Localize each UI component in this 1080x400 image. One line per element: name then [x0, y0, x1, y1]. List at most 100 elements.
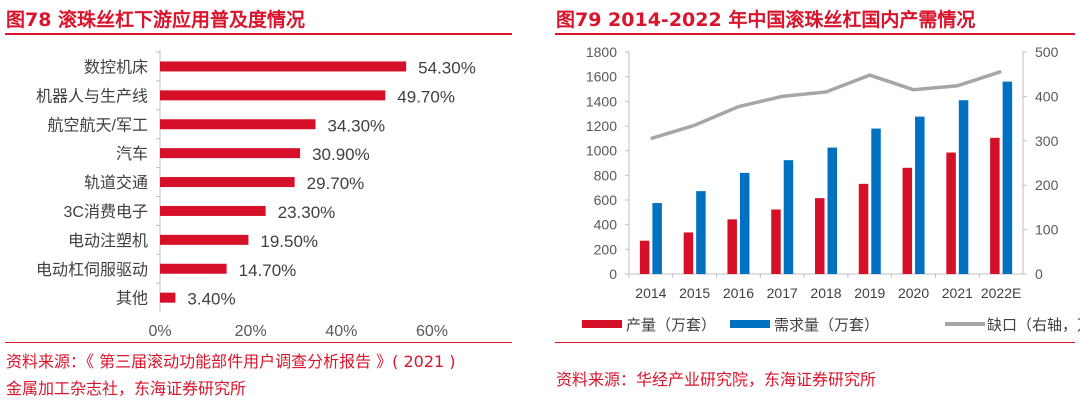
bar-demand [652, 203, 662, 274]
left-y-tick-label: 200 [594, 241, 618, 257]
right-y-tick-label: 0 [1035, 266, 1043, 282]
data-label: 14.70% [239, 261, 297, 280]
right-y-tick-label: 100 [1035, 222, 1059, 238]
left-bar-chart: 数控机床 54.30% 机器人与生产线 49.70% 航空航天/军工 34.30% 汽车 30… [36, 50, 476, 340]
bar-demand [739, 172, 750, 274]
gap-point [869, 74, 871, 76]
bar-demand [915, 116, 925, 274]
right-source-divider [555, 342, 1075, 343]
bar-demand [1002, 81, 1013, 274]
gap-point [694, 124, 696, 126]
bar-production [639, 240, 650, 274]
x-tick-label: 2021 [942, 285, 973, 301]
category-label: 数控机床 [84, 58, 148, 76]
bar [160, 292, 176, 303]
legend-swatch [582, 320, 622, 328]
bar-demand [783, 160, 794, 274]
bar [160, 90, 386, 101]
legend-label: 产量（万套） [626, 317, 716, 334]
x-tick-label: 2016 [723, 285, 754, 301]
left-y-tick-label: 800 [594, 167, 618, 183]
right-combo-chart: 0 200 400 600 800 1000 1200 1400 1600 1800 0 100 200… [582, 44, 1080, 334]
category-label: 汽车 [116, 145, 148, 163]
x-tick-label: 2019 [854, 285, 885, 301]
bar [160, 263, 227, 274]
bar [160, 234, 249, 245]
bar-demand [958, 100, 969, 274]
x-tick-label: 2018 [810, 285, 841, 301]
left-y-tick-label: 1200 [586, 118, 617, 134]
category-label: 航空航天/军工 [48, 116, 148, 134]
x-tick-label: 2017 [767, 285, 798, 301]
gap-point [956, 85, 958, 87]
left-source-divider [5, 342, 512, 343]
bar-production [727, 219, 737, 274]
right-y-tick-label: 200 [1035, 177, 1059, 193]
bar-production [858, 183, 869, 274]
bar [160, 119, 316, 130]
x-tick-label: 60% [416, 323, 448, 340]
x-tick-label: 0% [148, 323, 171, 340]
left-y-tick-label: 1400 [586, 93, 617, 109]
data-label: 29.70% [307, 174, 365, 193]
right-source: 资料来源：华经产业研究院，东海证券研究所 [556, 370, 877, 389]
left-y-tick-label: 0 [609, 266, 617, 282]
x-tick-label: 20% [235, 323, 267, 340]
data-label: 3.40% [187, 290, 235, 309]
data-label: 23.30% [278, 203, 336, 222]
bar [160, 177, 295, 188]
x-tick-label: 40% [325, 323, 357, 340]
gap-line [650, 69, 1002, 141]
bar [160, 61, 407, 72]
legend-swatch [730, 320, 770, 328]
legend-label: 缺口（右轴，万套） [987, 317, 1080, 334]
category-label: 电动注塑机 [68, 232, 148, 250]
bar-demand [827, 147, 837, 274]
left-y-tick-label: 600 [594, 192, 618, 208]
gap-point [781, 95, 783, 97]
bar-production [946, 152, 956, 274]
left-source-line1: 资料来源：《 第三届滚动功能部件用户调查分析报告 》( 2021 ) [6, 352, 456, 371]
data-label: 34.30% [327, 116, 385, 135]
data-label: 30.90% [312, 145, 370, 164]
right-y-tick-label: 400 [1035, 88, 1059, 104]
right-chart-title: 图79 2014-2022 年中国滚珠丝杠国内产需情况 [556, 9, 976, 31]
bar-production [902, 167, 913, 274]
bar-production [771, 209, 781, 274]
gap-point [1000, 71, 1002, 73]
bar-production [990, 137, 1000, 274]
gap-point [737, 106, 739, 108]
category-label: 3C消费电子 [64, 203, 148, 221]
gap-point [825, 91, 827, 93]
x-tick-label: 2014 [635, 285, 666, 301]
left-y-tick-label: 1600 [586, 69, 617, 85]
bar [160, 148, 301, 159]
data-label: 54.30% [418, 58, 476, 77]
category-label: 电动杠伺服驱动 [36, 261, 148, 279]
bar-demand [696, 191, 706, 274]
category-label: 轨道交通 [84, 174, 148, 192]
x-tick-label: 2015 [679, 285, 710, 301]
right-y-tick-label: 300 [1035, 133, 1059, 149]
right-y-tick-label: 500 [1035, 44, 1059, 60]
x-tick-label: 2022E [981, 285, 1021, 301]
bar-production [683, 232, 694, 274]
left-title-divider [5, 33, 512, 35]
right-title-divider [555, 33, 1075, 35]
left-y-tick-label: 1000 [586, 143, 617, 159]
left-y-tick-label: 400 [594, 217, 618, 233]
gap-point [913, 89, 915, 91]
category-label: 机器人与生产线 [36, 87, 148, 105]
bar [160, 205, 266, 216]
bar-demand [871, 128, 881, 274]
bar-production [815, 198, 825, 274]
gap-point [650, 138, 652, 140]
data-label: 49.70% [397, 87, 455, 106]
left-chart-title: 图78 滚珠丝杠下游应用普及度情况 [6, 9, 306, 31]
left-source-line2: 金属加工杂志社，东海证券研究所 [6, 379, 247, 398]
left-y-tick-label: 1800 [586, 44, 617, 60]
x-tick-label: 2020 [898, 285, 929, 301]
data-label: 19.50% [260, 232, 318, 251]
category-label: 其他 [116, 290, 148, 308]
